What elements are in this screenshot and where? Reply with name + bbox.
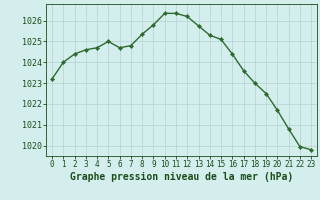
X-axis label: Graphe pression niveau de la mer (hPa): Graphe pression niveau de la mer (hPa) — [70, 172, 293, 182]
